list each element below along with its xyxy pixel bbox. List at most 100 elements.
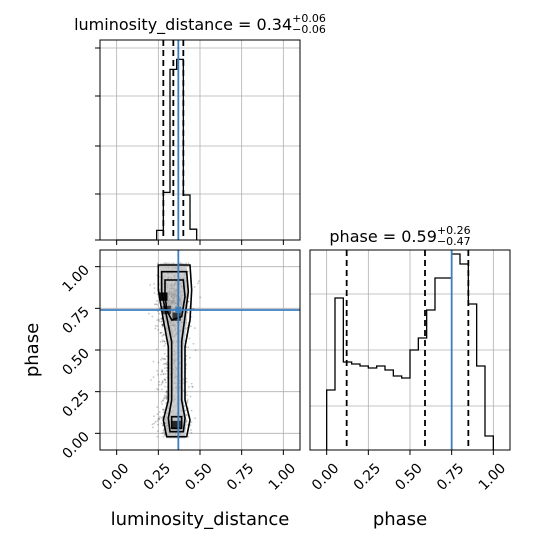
sample-point <box>161 370 163 373</box>
luminosity-distance-x-axis-label: luminosity_distance <box>111 509 290 530</box>
sample-point <box>193 327 196 329</box>
sample-point <box>164 381 167 384</box>
sample-point <box>190 421 193 424</box>
sample-point <box>156 435 159 438</box>
sample-point <box>165 396 168 399</box>
sample-point <box>163 396 166 399</box>
sample-point <box>157 417 160 420</box>
sample-point <box>158 307 161 309</box>
sample-point <box>163 408 166 411</box>
sample-point <box>157 388 160 391</box>
sample-point <box>158 418 161 421</box>
sample-point <box>165 369 168 372</box>
phase-upper-error: +0.26 <box>437 224 471 237</box>
sample-point <box>162 339 164 342</box>
sample-point <box>164 358 167 361</box>
sample-point <box>157 318 160 321</box>
luminosity-distance-upper-error: +0.06 <box>292 12 326 25</box>
sample-point <box>189 356 191 359</box>
phase-title-main: phase = 0.59 <box>329 227 436 246</box>
sample-point <box>156 406 159 409</box>
sample-point <box>162 424 164 427</box>
sample-point <box>160 317 162 320</box>
sample-point <box>165 402 167 404</box>
sample-point <box>163 367 166 370</box>
sample-point <box>149 284 152 286</box>
sample-point <box>165 366 168 369</box>
density-scatter-content <box>100 250 300 450</box>
sample-point <box>159 340 162 343</box>
sample-point <box>191 386 194 388</box>
sample-point <box>186 394 188 397</box>
sample-point <box>162 333 165 336</box>
sample-point <box>157 361 160 364</box>
sample-point <box>159 331 162 334</box>
sample-point <box>156 319 159 322</box>
sample-point <box>161 399 164 402</box>
phase-y-axis-label: phase <box>22 323 43 377</box>
sample-point <box>188 386 190 388</box>
sample-point <box>190 382 193 385</box>
inner-contour-upper <box>164 279 186 321</box>
sample-point <box>160 373 162 376</box>
sample-point <box>190 409 193 412</box>
sample-point <box>160 417 163 420</box>
sample-point <box>155 348 158 351</box>
sample-point <box>161 335 164 337</box>
luminosity-distance-histogram-panel: luminosity_distance = 0.34+0.06 −0.06 <box>74 12 326 245</box>
sample-point <box>163 378 166 381</box>
sample-point <box>153 292 156 294</box>
sample-point <box>158 320 161 322</box>
sample-point <box>164 385 166 388</box>
sample-point <box>156 420 159 422</box>
sample-point <box>187 435 190 438</box>
sample-point <box>186 400 189 403</box>
sample-point <box>187 346 190 349</box>
sample-point <box>165 363 168 366</box>
sample-point <box>162 363 165 366</box>
sample-point <box>161 381 164 384</box>
luminosity-distance-lower-error: −0.06 <box>292 23 326 36</box>
sample-point <box>155 303 157 305</box>
sample-point <box>162 373 165 375</box>
sample-point <box>161 432 163 435</box>
sample-point <box>160 331 163 334</box>
luminosity-distance-title-main: luminosity_distance = 0.34 <box>74 15 292 35</box>
truth-marker <box>175 307 182 313</box>
sample-point <box>161 382 164 384</box>
sample-point <box>161 325 164 328</box>
density-bin-3 <box>172 420 181 430</box>
luminosity-distance-title: luminosity_distance = 0.34+0.06 −0.06 <box>74 12 326 36</box>
sample-point <box>161 323 163 326</box>
sample-point <box>164 378 167 381</box>
sample-point <box>163 352 166 355</box>
sample-point <box>161 416 164 418</box>
sample-point <box>160 358 162 361</box>
sample-point <box>190 431 193 434</box>
sample-point <box>160 422 163 425</box>
sample-point <box>152 360 155 363</box>
sample-point <box>163 357 166 360</box>
sample-point <box>162 429 165 432</box>
sample-point <box>161 340 164 343</box>
middle-contour <box>160 270 190 433</box>
sample-point <box>190 315 193 318</box>
sample-point <box>191 385 194 388</box>
sample-point <box>151 426 154 429</box>
sample-point <box>153 282 156 285</box>
sample-point <box>155 300 158 302</box>
sample-point <box>197 282 200 285</box>
sample-point <box>188 337 191 340</box>
sample-point <box>153 415 155 418</box>
sample-point <box>154 327 157 330</box>
sample-point <box>163 394 166 397</box>
phase-histogram-outline <box>326 253 494 450</box>
sample-point <box>153 303 156 306</box>
density-bin-2 <box>172 312 181 321</box>
sample-point <box>159 415 161 418</box>
sample-point <box>157 373 159 376</box>
sample-point <box>163 433 166 436</box>
sample-point <box>165 391 168 394</box>
sample-point <box>186 401 189 404</box>
